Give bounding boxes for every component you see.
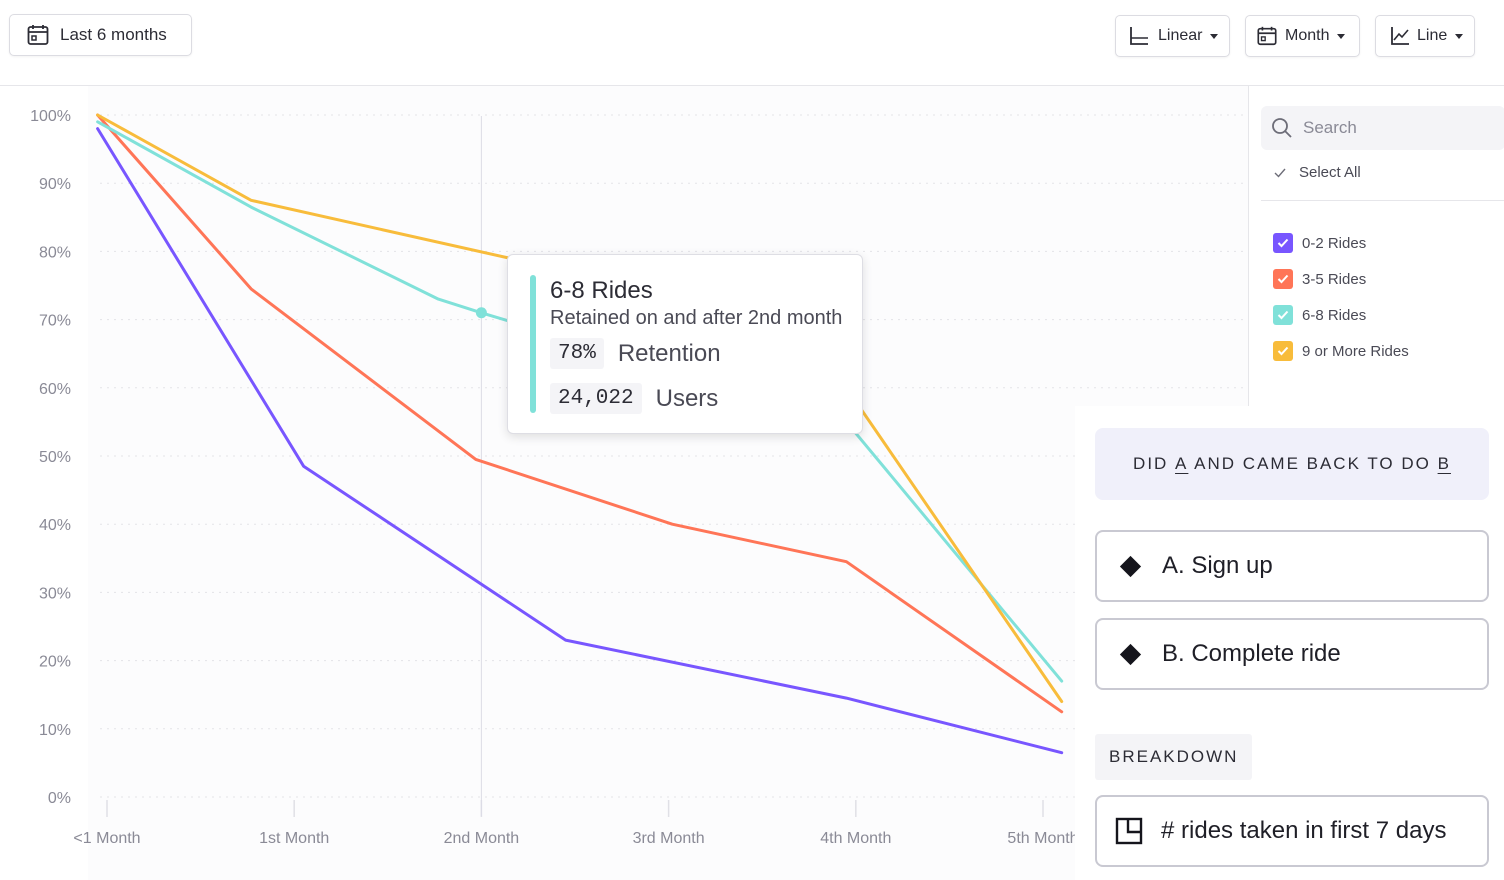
diamond-icon (1119, 643, 1142, 665)
breakdown-property-label: # rides taken in first 7 days (1161, 817, 1447, 844)
retention-chart: 100% 90% 80% 70% 60% 50% 40% 30% 20% 10% 0% <1 Mont… (0, 86, 1248, 880)
line-chart-icon (1391, 27, 1409, 45)
event-a-label: A. Sign up (1162, 552, 1273, 579)
x-tick-label: <1 Month (73, 830, 140, 847)
event-a-button[interactable]: A. Sign up (1095, 530, 1489, 602)
users-label: Users (655, 384, 719, 412)
checkmark-icon (1277, 346, 1289, 356)
legend-label: 6-8 Rides (1302, 306, 1367, 324)
retention-value: 78% (550, 338, 604, 369)
check-icon (1274, 168, 1286, 178)
calendar-icon (1257, 26, 1277, 46)
interval-dropdown[interactable]: Month (1245, 15, 1360, 57)
tooltip-retention-row: 78% Retention (550, 338, 721, 369)
calendar-icon (27, 25, 49, 45)
x-tick-label: 2nd Month (444, 830, 520, 847)
checkbox-9-or-more-rides[interactable] (1273, 341, 1293, 361)
series-line (96, 127, 1064, 755)
date-range-button[interactable]: Last 6 months (9, 14, 192, 56)
event-b-label: B. Complete ride (1162, 640, 1341, 667)
checkmark-icon (1277, 274, 1289, 284)
breakdown-property-button[interactable]: # rides taken in first 7 days (1095, 795, 1489, 867)
scale-dropdown[interactable]: Linear (1115, 15, 1230, 57)
did-prefix: DID (1133, 454, 1176, 473)
y-tick-label: 0% (48, 790, 71, 807)
checkbox-6-8-rides[interactable] (1273, 305, 1293, 325)
search-icon (1272, 118, 1292, 138)
series-line (96, 120, 1064, 683)
chart-type-dropdown[interactable]: Line (1375, 15, 1475, 57)
chart-canvas: 100% 90% 80% 70% 60% 50% 40% 30% 20% 10% 0% <1 Mont… (30, 86, 1248, 880)
plot-background (88, 86, 1248, 880)
retention-label: Retention (617, 339, 721, 367)
x-tick-label: 3rd Month (633, 830, 705, 847)
chart-tooltip: 6-8 Rides Retained on and after 2nd mont… (507, 254, 863, 434)
query-panel: DID A AND CAME BACK TO DO B A. Sign up B… (1075, 406, 1504, 880)
select-all-label: Select All (1299, 164, 1361, 181)
tooltip-users-row: 24,022 Users (550, 383, 718, 414)
breakdown-header: BREAKDOWN (1095, 734, 1253, 780)
legend-sidebar: Select All 0-2 Rides 3-5 Rides 6-8 Rides (1248, 86, 1504, 406)
users-value: 24,022 (550, 383, 642, 414)
diamond-icon (1119, 555, 1142, 577)
checkbox-3-5-rides[interactable] (1273, 269, 1293, 289)
toolbar: Last 6 months Linear Month Line (0, 0, 1504, 86)
tooltip-subtitle: Retained on and after 2nd month (550, 307, 843, 329)
did-b: B (1437, 454, 1451, 473)
y-tick-label: 40% (39, 517, 71, 534)
axis-icon (1130, 27, 1148, 45)
legend-item-3-5-rides[interactable]: 3-5 Rides (1273, 269, 1366, 289)
checkbox-0-2-rides[interactable] (1273, 233, 1293, 253)
legend-item-9-or-more-rides[interactable]: 9 or More Rides (1273, 341, 1409, 361)
y-tick-label: 60% (39, 381, 71, 398)
chart-type-label: Line (1417, 27, 1448, 44)
y-tick-label: 90% (39, 176, 71, 193)
legend-item-6-8-rides[interactable]: 6-8 Rides (1273, 305, 1366, 325)
tooltip-title: 6-8 Rides (550, 277, 653, 304)
chevron-down-icon (1337, 33, 1346, 39)
did-mid: AND CAME BACK TO DO (1188, 454, 1438, 473)
series-line (96, 113, 1064, 714)
did-a: A (1175, 454, 1189, 473)
x-tick-label: 1st Month (259, 830, 329, 847)
legend-label: 3-5 Rides (1302, 270, 1367, 288)
legend-item-0-2-rides[interactable]: 0-2 Rides (1273, 233, 1366, 253)
x-tick-label: 5th Month (1007, 830, 1078, 847)
scale-label: Linear (1158, 27, 1203, 44)
y-tick-label: 30% (39, 585, 71, 602)
y-tick-label: 20% (39, 654, 71, 671)
retention-criteria-header: DID A AND CAME BACK TO DO B (1095, 428, 1489, 500)
search-box[interactable] (1261, 106, 1504, 150)
select-all-button[interactable]: Select All (1273, 164, 1361, 181)
interval-label: Month (1285, 27, 1330, 44)
event-b-button[interactable]: B. Complete ride (1095, 618, 1489, 690)
property-icon (1115, 817, 1143, 845)
y-tick-label: 70% (39, 313, 71, 330)
divider (1261, 200, 1504, 201)
checkmark-icon (1277, 310, 1289, 320)
y-tick-label: 10% (39, 722, 71, 739)
date-range-label: Last 6 months (60, 25, 167, 44)
hover-point (475, 307, 487, 319)
y-tick-label: 80% (39, 244, 71, 261)
chevron-down-icon (1455, 33, 1464, 39)
checkmark-icon (1277, 238, 1289, 248)
x-tick-label: 4th Month (820, 830, 891, 847)
search-input[interactable] (1301, 117, 1485, 139)
tooltip-color-bar (530, 275, 536, 413)
legend-label: 0-2 Rides (1302, 234, 1367, 252)
y-tick-label: 100% (30, 108, 71, 125)
legend-label: 9 or More Rides (1302, 342, 1409, 360)
y-tick-label: 50% (39, 449, 71, 466)
chevron-down-icon (1210, 33, 1219, 39)
